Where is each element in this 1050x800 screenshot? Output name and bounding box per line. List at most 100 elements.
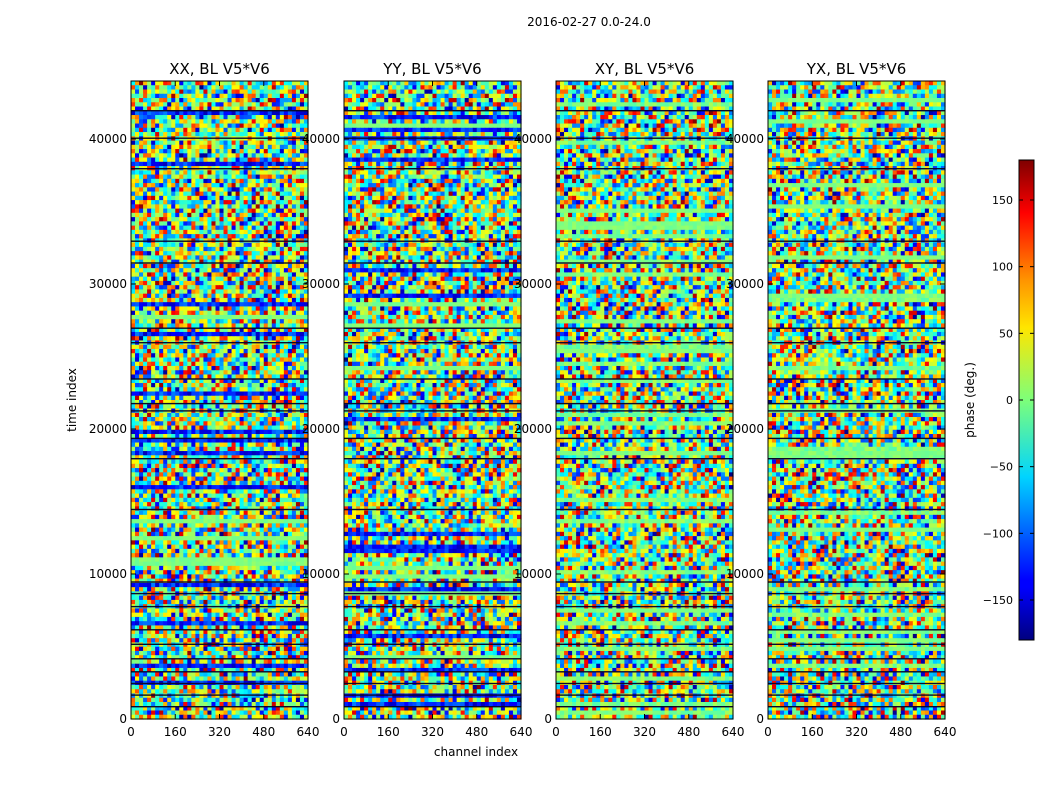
heatmap-cell <box>187 149 192 154</box>
heatmap-cell <box>151 81 156 86</box>
heatmap-cell <box>296 153 301 158</box>
heatmap-cell <box>155 255 160 260</box>
heatmap-cell <box>236 158 241 163</box>
heatmap-cell <box>143 132 148 137</box>
heatmap-cell <box>187 247 192 252</box>
heatmap-cell <box>167 102 172 107</box>
heatmap-cell <box>268 81 273 86</box>
heatmap-cell <box>179 94 184 99</box>
heatmap-cell <box>131 221 136 226</box>
heatmap-cell <box>143 158 148 163</box>
heatmap-cell <box>159 230 164 235</box>
heatmap-cell <box>159 183 164 188</box>
heatmap-cell <box>159 255 164 260</box>
heatmap-cell <box>135 221 140 226</box>
heatmap-cell <box>179 111 184 116</box>
heatmap-cell <box>264 187 269 192</box>
heatmap-cell <box>191 128 196 133</box>
heatmap-cell <box>280 94 285 99</box>
heatmap-cell <box>228 183 233 188</box>
heatmap-cell <box>163 234 168 239</box>
heatmap-cell <box>175 209 180 214</box>
heatmap-cell <box>240 145 245 150</box>
heatmap-cell <box>151 204 156 209</box>
heatmap-cell <box>272 209 277 214</box>
heatmap-cell <box>248 85 253 90</box>
heatmap-cell <box>244 179 249 184</box>
heatmap-cell <box>143 124 148 129</box>
heatmap-cell <box>175 179 180 184</box>
heatmap-cell <box>167 119 172 124</box>
heatmap-cell <box>276 81 281 86</box>
heatmap-cell <box>220 111 225 116</box>
heatmap-cell <box>224 94 229 99</box>
heatmap-cell <box>175 94 180 99</box>
heatmap-cell <box>228 170 233 175</box>
heatmap-cell <box>167 217 172 222</box>
heatmap-cell <box>143 234 148 239</box>
heatmap-cell <box>139 187 144 192</box>
heatmap-cell <box>248 213 253 218</box>
heatmap-cell <box>228 226 233 231</box>
heatmap-cell <box>244 226 249 231</box>
heatmap-cell <box>288 98 293 103</box>
heatmap-cell <box>155 192 160 197</box>
heatmap-cell <box>211 170 216 175</box>
heatmap-cell <box>187 251 192 256</box>
heatmap-cell <box>240 81 245 86</box>
heatmap-cell <box>207 217 212 222</box>
heatmap-cell <box>215 94 220 99</box>
heatmap-cell <box>131 141 136 146</box>
heatmap-cell <box>155 162 160 167</box>
heatmap-cell <box>252 247 257 252</box>
heatmap-cell <box>215 153 220 158</box>
heatmap-cell <box>199 183 204 188</box>
heatmap-cell <box>280 213 285 218</box>
heatmap-cell <box>191 200 196 205</box>
heatmap-cell <box>199 128 204 133</box>
heatmap-cell <box>163 226 168 231</box>
heatmap-cell <box>175 196 180 201</box>
heatmap-cell <box>296 213 301 218</box>
heatmap-cell <box>252 243 257 248</box>
heatmap-cell <box>300 149 305 154</box>
heatmap-cell <box>300 234 305 239</box>
heatmap-cell <box>159 196 164 201</box>
heatmap-cell <box>131 149 136 154</box>
heatmap-cell <box>224 209 229 214</box>
heatmap-cell <box>288 124 293 129</box>
heatmap-cell <box>147 196 152 201</box>
heatmap-cell <box>155 187 160 192</box>
heatmap-cell <box>163 179 168 184</box>
heatmap-cell <box>183 141 188 146</box>
heatmap-cell <box>131 200 136 205</box>
heatmap-cell <box>139 124 144 129</box>
heatmap-cell <box>187 170 192 175</box>
heatmap-cell <box>167 179 172 184</box>
heatmap-cell <box>187 217 192 222</box>
heatmap-cell <box>300 183 305 188</box>
heatmap-cell <box>284 200 289 205</box>
heatmap-cell <box>220 128 225 133</box>
heatmap-cell <box>236 102 241 107</box>
heatmap-cell <box>203 243 208 248</box>
heatmap-cell <box>151 243 156 248</box>
heatmap-cell <box>199 90 204 95</box>
heatmap-cell <box>179 196 184 201</box>
heatmap-cell <box>207 204 212 209</box>
heatmap-cell <box>288 251 293 256</box>
heatmap-cell <box>207 196 212 201</box>
heatmap-cell <box>139 230 144 235</box>
heatmap-cell <box>191 124 196 129</box>
heatmap-cell <box>167 187 172 192</box>
heatmap-cell <box>147 200 152 205</box>
heatmap-cell <box>179 162 184 167</box>
heatmap-cell <box>240 94 245 99</box>
heatmap-cell <box>131 119 136 124</box>
heatmap-cell <box>171 251 176 256</box>
heatmap-cell <box>211 251 216 256</box>
heatmap-cell <box>215 234 220 239</box>
heatmap-cell <box>195 234 200 239</box>
heatmap-cell <box>232 192 237 197</box>
heatmap-cell <box>232 175 237 180</box>
